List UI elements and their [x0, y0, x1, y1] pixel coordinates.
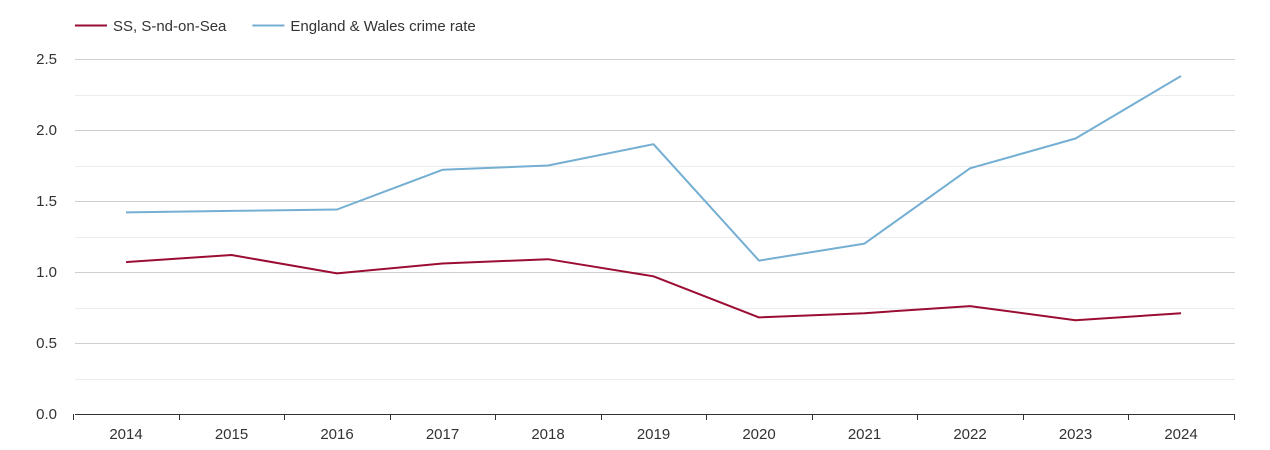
- y-axis: 0.0 0.5 1.0 1.5 2.0 2.5: [36, 51, 57, 423]
- x-tick-label: 2015: [215, 426, 248, 443]
- x-axis: 2014 2015 2016 2017 2018 2019 2020 2021 2022 2023…: [73, 414, 1235, 443]
- y-tick-label: 0.0: [36, 406, 57, 423]
- y-tick-label: 1.5: [36, 193, 57, 210]
- legend-label: SS, S-nd-on-Sea: [113, 18, 227, 35]
- x-tick-label: 2022: [953, 426, 986, 443]
- grid-lines: [75, 59, 1235, 380]
- x-tick-label: 2017: [426, 426, 459, 443]
- x-tick-label: 2014: [109, 426, 142, 443]
- series-lines: [125, 75, 1182, 322]
- y-tick-label: 1.0: [36, 264, 57, 281]
- x-tick-label: 2016: [320, 426, 353, 443]
- y-tick-label: 0.5: [36, 335, 57, 352]
- series-line-2: [125, 75, 1182, 262]
- legend: SS, S-nd-on-Sea England & Wales crime rat…: [75, 18, 476, 35]
- x-tick-label: 2019: [637, 426, 670, 443]
- legend-label: England & Wales crime rate: [290, 18, 475, 35]
- y-tick-label: 2.0: [36, 122, 57, 139]
- x-tick-label: 2024: [1164, 426, 1197, 443]
- x-tick-label: 2018: [531, 426, 564, 443]
- y-tick-label: 2.5: [36, 51, 57, 68]
- x-tick-label: 2023: [1059, 426, 1092, 443]
- series-line-1: [125, 254, 1182, 322]
- x-tick-label: 2021: [848, 426, 881, 443]
- x-tick-label: 2020: [742, 426, 775, 443]
